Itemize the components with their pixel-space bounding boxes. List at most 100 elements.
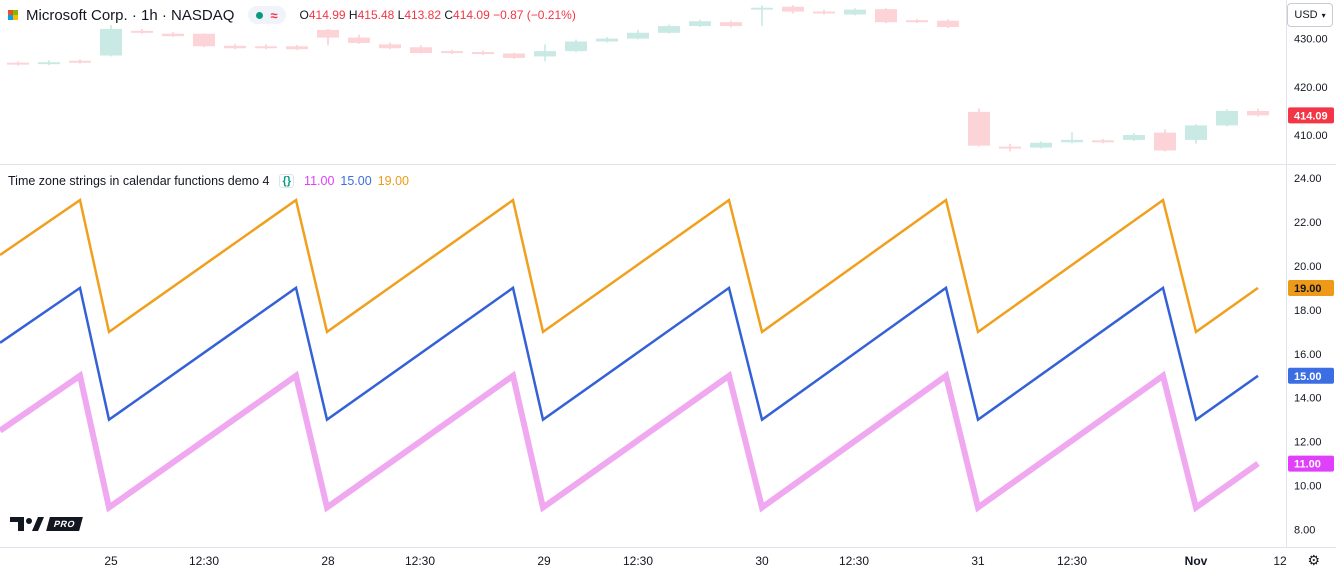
indicator-axis[interactable]: 24.00 22.00 20.00 18.00 16.00 14.00 12.00 10.00…	[1294, 173, 1322, 536]
last-value-tags: 414.09 19.00 15.00 11.00	[1288, 107, 1334, 472]
candle-body	[503, 53, 525, 58]
candle-body	[1030, 142, 1052, 148]
time-tick-label: 31	[971, 554, 985, 568]
orange-line-value-label: 19.00	[1294, 283, 1322, 295]
indicator-title[interactable]: Time zone strings in calendar functions …	[8, 174, 270, 188]
change-value: −0.87 (−0.21%)	[493, 8, 576, 22]
time-tick-label: 28	[321, 554, 335, 568]
last-price-tag	[1288, 107, 1334, 124]
close-value: 414.09	[453, 8, 490, 22]
time-tick-label: 12:30	[189, 554, 219, 568]
indicator-value-1: 11.00	[304, 174, 335, 188]
candle-body	[441, 51, 463, 54]
candlestick-series	[7, 5, 1269, 152]
last-price-label: 414.09	[1294, 110, 1328, 122]
symbol-legend: Microsoft Corp. · 1h · NASDAQ ≈ O414.99 …	[8, 4, 576, 26]
low-value: 413.82	[404, 8, 442, 22]
tradingview-logo[interactable]: PRO	[10, 517, 83, 531]
candle-body	[782, 6, 804, 12]
indicator-tick-label: 22.00	[1294, 217, 1322, 229]
candle-body	[255, 46, 277, 49]
candle-body	[534, 51, 556, 57]
time-tick-label: 12:30	[1057, 554, 1087, 568]
candle-body	[875, 9, 897, 23]
candle-body	[1092, 140, 1114, 143]
candle-body	[69, 60, 91, 63]
candle-body	[968, 111, 990, 146]
orange-line	[0, 197, 1259, 335]
candle-body	[844, 9, 866, 15]
indicator-tick-label: 24.00	[1294, 173, 1322, 185]
candle-body	[596, 38, 618, 42]
candle-body	[999, 146, 1021, 149]
time-tick-label: 30	[755, 554, 769, 568]
candle-body	[689, 21, 711, 27]
candle-body	[162, 33, 184, 37]
candle-body	[906, 20, 928, 23]
blue-line-value-label: 15.00	[1294, 371, 1322, 383]
gear-icon[interactable]: ⚙	[1307, 552, 1320, 568]
market-status-badge[interactable]: ≈	[248, 6, 286, 24]
time-tick-label: 25	[104, 554, 118, 568]
symbol-title[interactable]: Microsoft Corp. · 1h · NASDAQ	[26, 6, 235, 24]
indicator-tick-label: 12.00	[1294, 437, 1322, 449]
pro-badge: PRO	[46, 517, 83, 531]
candle-body	[379, 44, 401, 49]
indicator-value-2: 15.00	[340, 174, 372, 188]
chevron-down-icon: ▾	[1321, 10, 1326, 20]
indicator-tick-label: 14.00	[1294, 393, 1322, 405]
time-tick-label: 12	[1273, 554, 1287, 568]
indicator-lines	[0, 197, 1260, 513]
blue-line-value-tag	[1288, 367, 1334, 384]
time-axis[interactable]: 25 12:30 28 12:30 29 12:30 30 12:30 31 12:30 Nov 12	[104, 554, 1287, 568]
indicator-tick-label: 20.00	[1294, 261, 1322, 273]
indicator-tick-label: 10.00	[1294, 481, 1322, 493]
indicator-tick-label: 18.00	[1294, 305, 1322, 317]
candle-body	[7, 62, 29, 65]
indicator-tick-label: 16.00	[1294, 349, 1322, 361]
indicator-legend: Time zone strings in calendar functions …	[8, 172, 415, 190]
candle-body	[1061, 139, 1083, 143]
orange-line-value-tag	[1288, 279, 1334, 296]
magenta-line-value-label: 11.00	[1294, 459, 1321, 471]
candle-body	[286, 46, 308, 50]
magenta-line	[0, 370, 1260, 513]
candle-body	[131, 30, 153, 33]
candle-body	[317, 29, 339, 38]
candle-body	[937, 20, 959, 28]
market-open-dot-icon	[256, 11, 264, 19]
time-tick-label: 29	[537, 554, 551, 568]
time-tick-label: Nov	[1185, 554, 1208, 568]
currency-button[interactable]: USD ▾	[1287, 3, 1333, 27]
candle-body	[751, 7, 773, 10]
candle-body	[565, 41, 587, 52]
microsoft-logo-icon	[8, 10, 18, 20]
candle-body	[410, 47, 432, 54]
price-tick-label: 430.00	[1294, 34, 1328, 46]
candle-body	[1247, 110, 1269, 116]
indicator-value-3: 19.00	[377, 174, 409, 188]
candle-body	[1123, 135, 1145, 140]
candle-body	[720, 22, 742, 27]
price-tick-label: 420.00	[1294, 82, 1328, 94]
candle-body	[658, 26, 680, 33]
candle-body	[1216, 110, 1238, 126]
candle-body	[348, 37, 370, 43]
candle-body	[100, 28, 122, 56]
price-tick-label: 410.00	[1294, 130, 1328, 142]
time-tick-label: 12:30	[839, 554, 869, 568]
time-tick-label: 12:30	[623, 554, 653, 568]
source-code-icon[interactable]: {}	[279, 174, 295, 188]
magenta-line-value-tag	[1288, 455, 1334, 472]
candle-body	[1185, 125, 1207, 140]
tradingview-logo-icon	[10, 517, 44, 531]
delayed-data-icon: ≈	[270, 7, 278, 23]
candle-body	[1154, 132, 1176, 151]
ohlc-values: O414.99 H415.48 L413.82 C414.09 −0.87 (−…	[299, 8, 576, 22]
high-value: 415.48	[357, 8, 395, 22]
indicator-tick-label: 8.00	[1294, 524, 1315, 536]
blue-line	[0, 285, 1259, 422]
candle-body	[38, 62, 60, 65]
price-axis[interactable]: 430.00 420.00 410.00	[1294, 34, 1328, 142]
